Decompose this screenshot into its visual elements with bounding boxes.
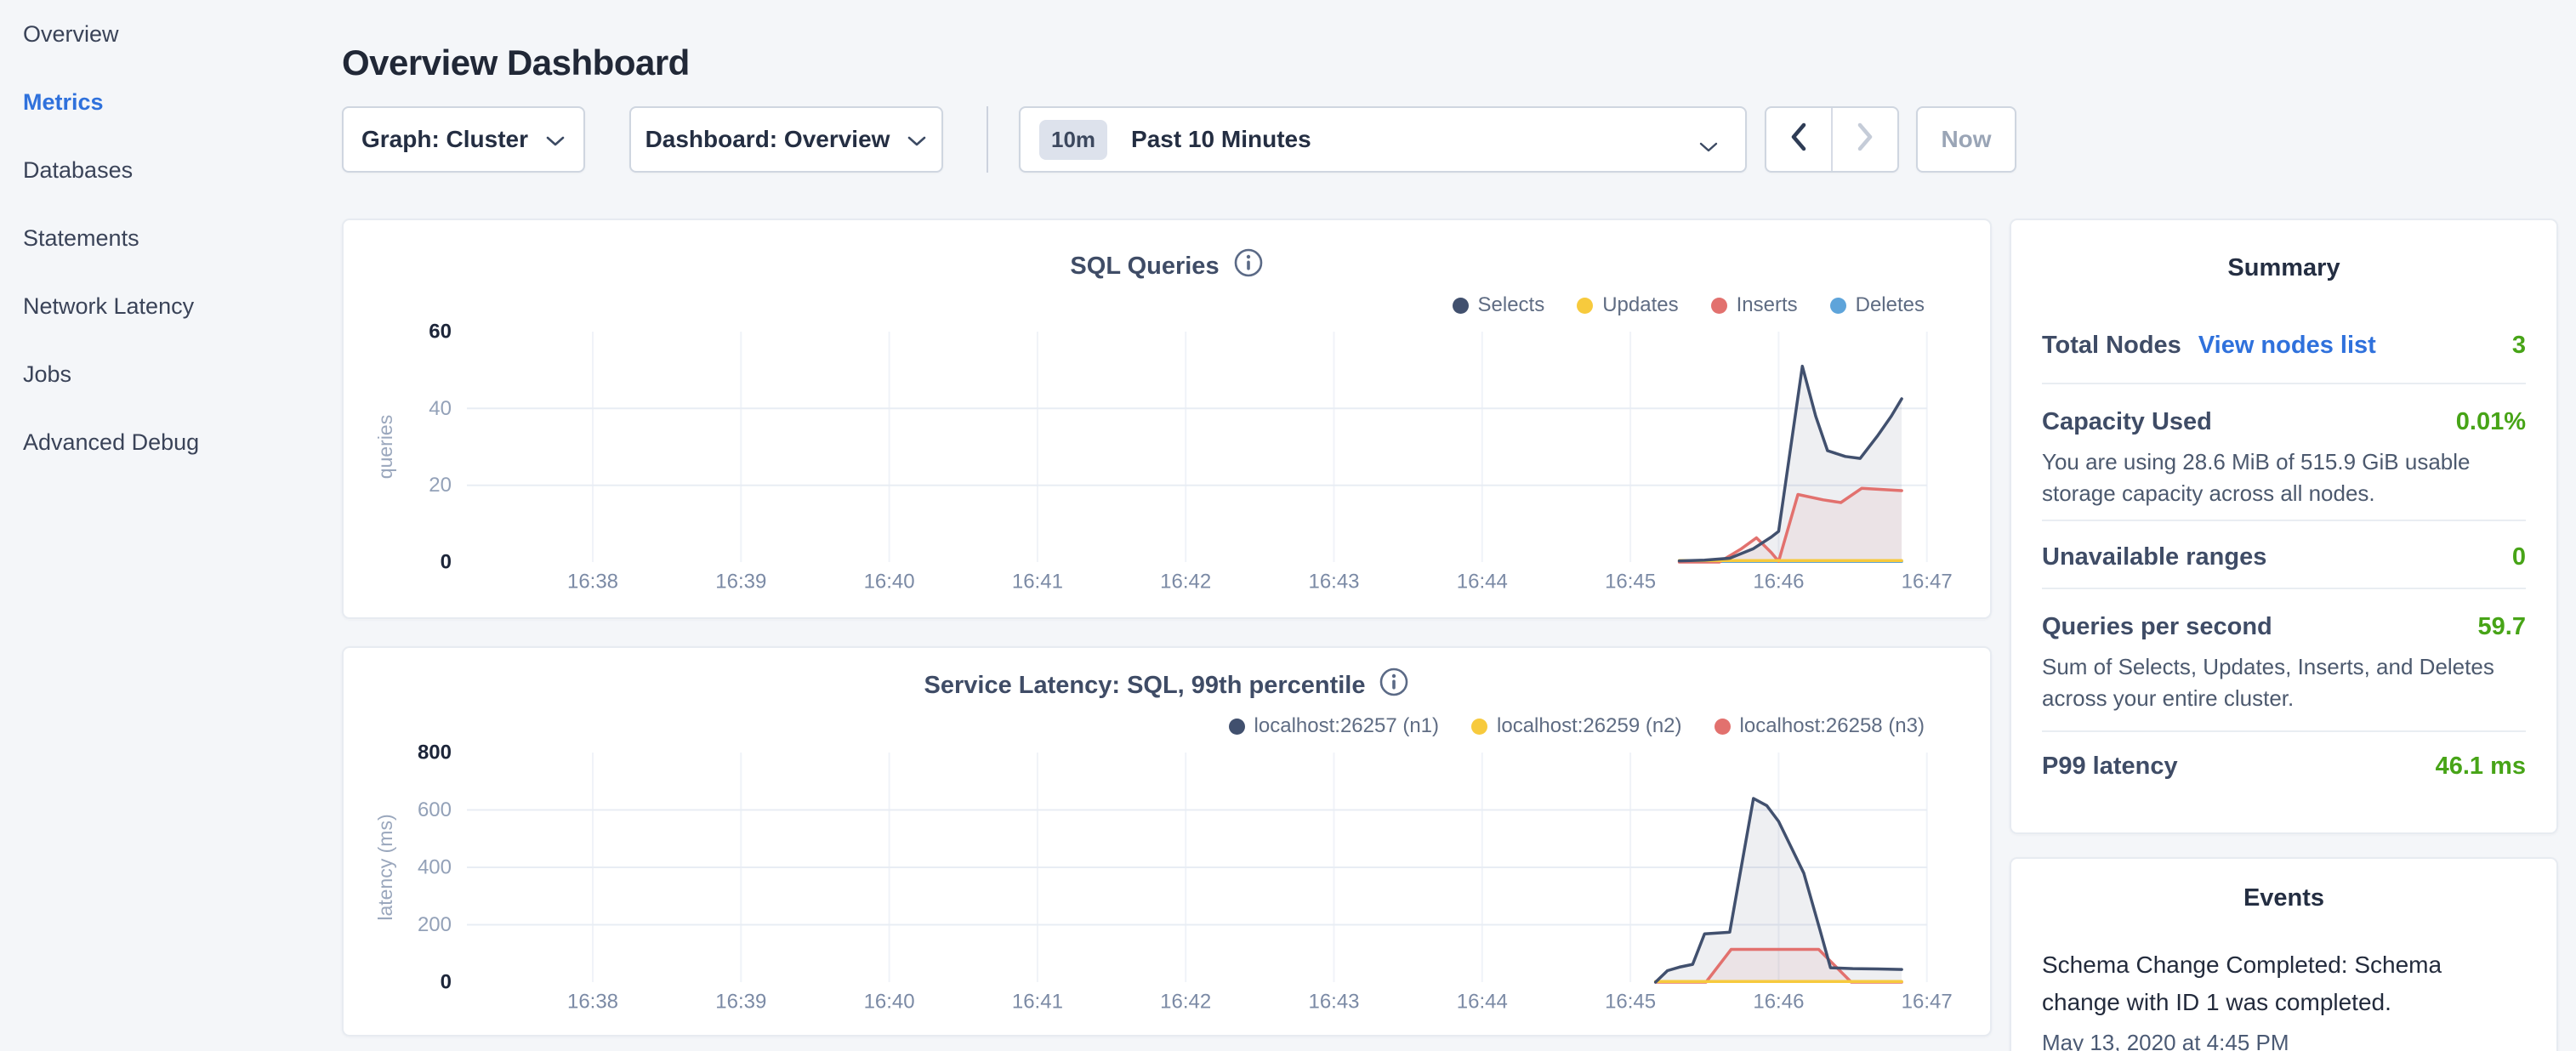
svg-text:800: 800 — [418, 741, 452, 764]
chevron-down-icon — [545, 126, 566, 153]
summary-row-p99-latency: P99 latency 46.1 ms — [2042, 753, 2526, 781]
svg-text:16:47: 16:47 — [1902, 571, 1953, 594]
events-title: Events — [2042, 884, 2526, 912]
summary-divider — [2042, 730, 2526, 732]
svg-text:16:46: 16:46 — [1753, 571, 1804, 594]
time-range-dropdown[interactable]: 10m Past 10 Minutes — [1019, 106, 1747, 173]
svg-text:latency (ms): latency (ms) — [374, 814, 396, 920]
p99-latency-value: 46.1 ms — [2436, 753, 2526, 781]
app-root: Overview Metrics Databases Statements Ne… — [0, 0, 2576, 1051]
chevron-down-icon — [907, 126, 927, 153]
service-latency-plot: 0 200 400 600 800 16:38 16:39 16:40 16:41 16:42 16… — [344, 648, 1990, 1035]
service-latency-chart-card: Service Latency: SQL, 99th percentile lo… — [342, 646, 1992, 1037]
view-nodes-list-link[interactable]: View nodes list — [2198, 332, 2376, 360]
svg-text:16:43: 16:43 — [1308, 571, 1359, 594]
chevron-left-icon — [1789, 122, 1808, 158]
sidebar-item-databases[interactable]: Databases — [0, 136, 333, 204]
svg-text:40: 40 — [429, 397, 452, 420]
svg-text:16:43: 16:43 — [1308, 991, 1359, 1014]
sidebar-item-advanced-debug[interactable]: Advanced Debug — [0, 408, 333, 476]
sql-queries-chart-card: SQL Queries SelectsUpdatesInsertsDeletes… — [342, 219, 1992, 619]
events-panel: Events Schema Change Completed: Schema c… — [2010, 857, 2558, 1051]
svg-text:16:41: 16:41 — [1012, 571, 1063, 594]
svg-text:400: 400 — [418, 856, 452, 879]
svg-text:16:44: 16:44 — [1457, 571, 1508, 594]
now-button[interactable]: Now — [1916, 106, 2016, 173]
event-item-timestamp: May 13, 2020 at 4:45 PM — [2042, 1030, 2526, 1051]
summary-row-capacity: Capacity Used 0.01% — [2042, 408, 2526, 436]
svg-text:16:40: 16:40 — [864, 571, 915, 594]
svg-text:16:38: 16:38 — [567, 991, 618, 1014]
dashboard-dropdown-label: Dashboard: Overview — [645, 126, 890, 153]
svg-text:16:39: 16:39 — [715, 991, 766, 1014]
summary-row-qps: Queries per second 59.7 — [2042, 613, 2526, 641]
capacity-used-value: 0.01% — [2456, 408, 2526, 436]
sidebar: Overview Metrics Databases Statements Ne… — [0, 0, 333, 1051]
qps-value: 59.7 — [2478, 613, 2526, 641]
summary-row-total-nodes: Total Nodes View nodes list 3 — [2042, 332, 2526, 360]
chevron-right-icon — [1856, 122, 1874, 158]
svg-text:16:45: 16:45 — [1605, 991, 1656, 1014]
summary-divider — [2042, 588, 2526, 589]
summary-divider — [2042, 520, 2526, 521]
svg-text:16:46: 16:46 — [1753, 991, 1804, 1014]
svg-text:queries: queries — [374, 415, 396, 479]
svg-text:16:42: 16:42 — [1160, 991, 1211, 1014]
sidebar-item-metrics[interactable]: Metrics — [0, 68, 333, 136]
toolbar: Graph: Cluster Dashboard: Overview 10m P… — [342, 106, 2043, 173]
qps-description: Sum of Selects, Updates, Inserts, and De… — [2042, 651, 2526, 714]
svg-text:16:41: 16:41 — [1012, 991, 1063, 1014]
svg-text:0: 0 — [441, 551, 452, 574]
time-step-forward-button[interactable] — [1833, 108, 1897, 171]
svg-text:200: 200 — [418, 913, 452, 936]
event-item-text: Schema Change Completed: Schema change w… — [2042, 946, 2526, 1021]
svg-text:16:39: 16:39 — [715, 571, 766, 594]
total-nodes-label: Total Nodes — [2042, 332, 2181, 360]
toolbar-divider — [987, 106, 988, 173]
svg-text:0: 0 — [441, 971, 452, 994]
sidebar-item-statements[interactable]: Statements — [0, 204, 333, 272]
sidebar-item-jobs[interactable]: Jobs — [0, 340, 333, 408]
page-title: Overview Dashboard — [342, 43, 690, 83]
qps-label: Queries per second — [2042, 613, 2272, 641]
chevron-down-icon — [1697, 133, 1720, 160]
graph-dropdown-label: Graph: Cluster — [361, 126, 528, 153]
unavailable-ranges-value: 0 — [2512, 543, 2526, 571]
total-nodes-value: 3 — [2512, 332, 2526, 360]
svg-text:600: 600 — [418, 798, 452, 821]
svg-text:16:47: 16:47 — [1902, 991, 1953, 1014]
time-range-badge: 10m — [1039, 120, 1107, 160]
summary-divider — [2042, 383, 2526, 384]
svg-text:20: 20 — [429, 474, 452, 497]
capacity-used-label: Capacity Used — [2042, 408, 2212, 436]
dashboard-dropdown[interactable]: Dashboard: Overview — [629, 106, 943, 173]
svg-text:60: 60 — [429, 321, 452, 344]
summary-row-unavailable-ranges: Unavailable ranges 0 — [2042, 543, 2526, 571]
summary-panel: Summary Total Nodes View nodes list 3 Ca… — [2010, 219, 2558, 834]
svg-text:16:45: 16:45 — [1605, 571, 1656, 594]
svg-text:16:42: 16:42 — [1160, 571, 1211, 594]
time-range-label: Past 10 Minutes — [1131, 126, 1311, 153]
svg-text:16:44: 16:44 — [1457, 991, 1508, 1014]
time-step-buttons — [1765, 106, 1899, 173]
sidebar-item-overview[interactable]: Overview — [0, 0, 333, 68]
svg-text:16:38: 16:38 — [567, 571, 618, 594]
graph-dropdown[interactable]: Graph: Cluster — [342, 106, 585, 173]
summary-title: Summary — [2042, 254, 2526, 282]
capacity-used-description: You are using 28.6 MiB of 515.9 GiB usab… — [2042, 446, 2526, 509]
p99-latency-label: P99 latency — [2042, 753, 2178, 781]
svg-text:16:40: 16:40 — [864, 991, 915, 1014]
sidebar-item-network-latency[interactable]: Network Latency — [0, 272, 333, 340]
unavailable-ranges-label: Unavailable ranges — [2042, 543, 2266, 571]
time-step-back-button[interactable] — [1766, 108, 1833, 171]
sql-queries-plot: 0 20 40 60 16:38 16:39 16:40 16:41 16:42 16:43 16:… — [344, 220, 1990, 617]
